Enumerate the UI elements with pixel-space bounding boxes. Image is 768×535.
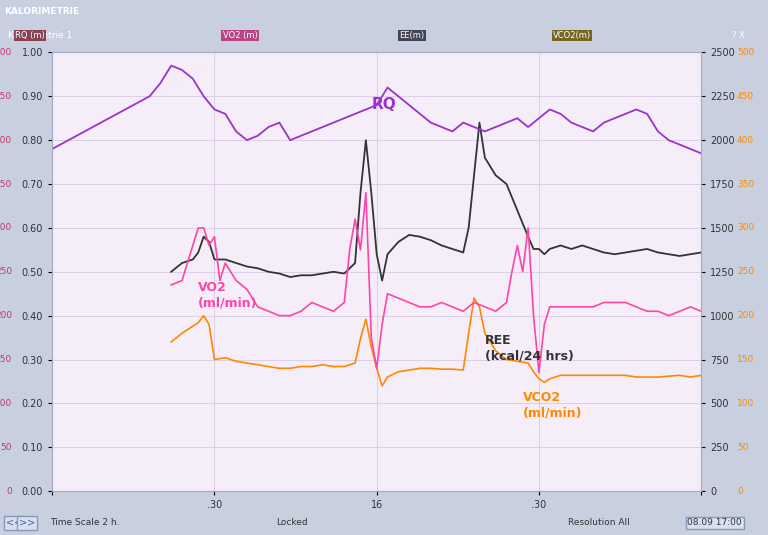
Text: 450: 450 [737,92,754,101]
Text: 250: 250 [737,268,754,276]
Text: 150: 150 [737,355,754,364]
Text: >>: >> [19,518,35,528]
Text: 400: 400 [737,136,754,144]
Text: RQ: RQ [371,97,396,112]
Text: <<: << [6,518,22,528]
Text: 350: 350 [0,180,12,188]
Text: 08.09 17:00: 08.09 17:00 [687,518,742,528]
Text: 100: 100 [0,399,12,408]
Text: 150: 150 [0,355,12,364]
Text: ? X: ? X [732,31,745,40]
Text: 450: 450 [0,92,12,101]
Text: 400: 400 [0,136,12,144]
Text: 250: 250 [0,268,12,276]
Text: 100: 100 [737,399,754,408]
Text: VCO2
(ml/min): VCO2 (ml/min) [523,391,582,419]
Text: Resolution All: Resolution All [568,518,630,528]
Text: 200: 200 [737,311,754,320]
Text: Time Scale 2 h.: Time Scale 2 h. [50,518,119,528]
Text: 0: 0 [6,487,12,495]
Text: 0: 0 [737,487,743,495]
Text: EE(m): EE(m) [399,31,425,40]
Text: 200: 200 [0,311,12,320]
Text: REE
(kcal/24 hrs): REE (kcal/24 hrs) [485,333,574,363]
Text: VO2 (m): VO2 (m) [223,31,257,40]
Text: VO2
(ml/min): VO2 (ml/min) [198,281,258,310]
Text: 50: 50 [1,443,12,452]
Text: VCO2(m): VCO2(m) [553,31,591,40]
Text: Locked: Locked [276,518,308,528]
Text: 300: 300 [737,224,754,232]
Text: RQ (m): RQ (m) [15,31,45,40]
Text: KALORIMETRIE: KALORIMETRIE [4,7,79,16]
Text: 500: 500 [0,48,12,57]
Text: 500: 500 [737,48,754,57]
Text: Kalorimetrie 1: Kalorimetrie 1 [8,31,72,40]
Text: 300: 300 [0,224,12,232]
Text: 350: 350 [737,180,754,188]
Text: 50: 50 [737,443,748,452]
